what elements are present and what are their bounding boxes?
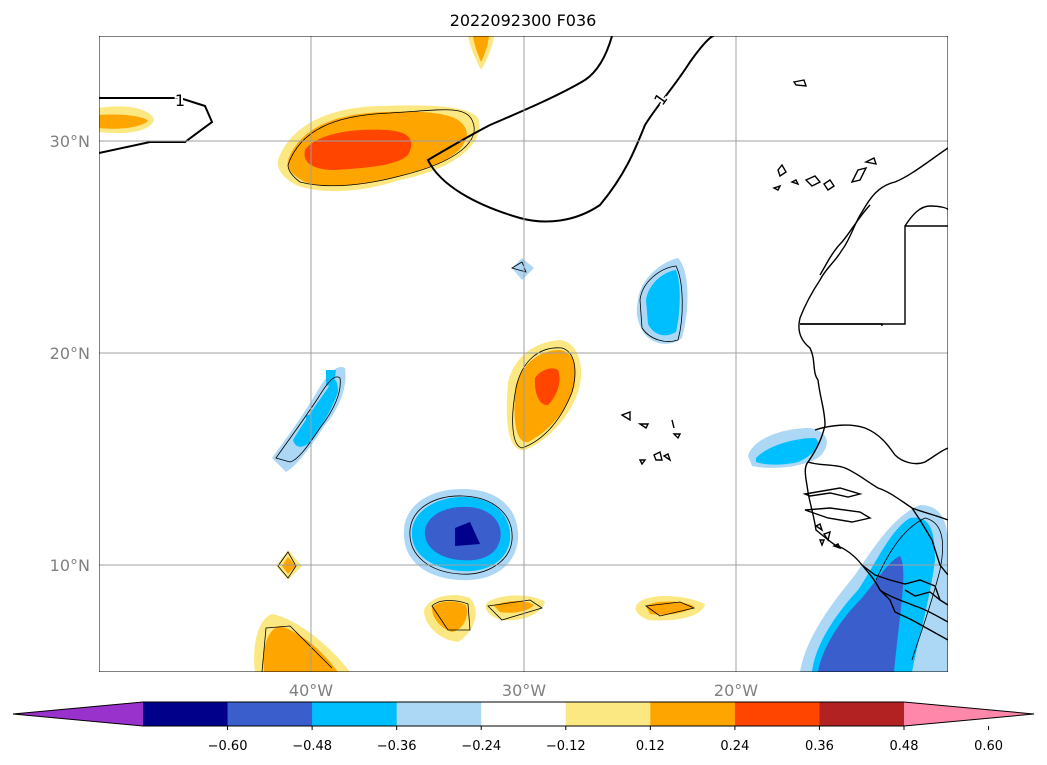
colorbar-tick-label: 0.24 <box>720 739 749 754</box>
colorbar-outline <box>12 701 1035 727</box>
colorbar-swatch <box>650 702 736 726</box>
colorbar-swatch <box>312 702 398 726</box>
negative-anomaly-fills <box>272 258 948 672</box>
colorbar-extend-low <box>13 702 143 726</box>
colorbar-extend-high <box>904 702 1034 726</box>
colorbar: −0.60 −0.48 −0.36 −0.24 −0.12 0.12 0.24 0.36 0.4… <box>12 701 1035 754</box>
lat-label-10n: 10°N <box>50 556 90 575</box>
colorbar-tick-label: −0.48 <box>292 739 332 754</box>
lon-label-40w: 40°W <box>289 681 333 700</box>
colorbar-tick-label: 0.48 <box>890 739 919 754</box>
positive-anomaly-fills <box>99 36 705 672</box>
map-title: 2022092300 F036 <box>450 11 597 30</box>
lon-label-30w: 30°W <box>502 681 546 700</box>
colorbar-swatch <box>819 702 905 726</box>
colorbar-swatch <box>734 702 820 726</box>
longitude-labels: 40°W 30°W 20°W <box>289 681 758 700</box>
lat-label-30n: 30°N <box>50 132 90 151</box>
contour-lines <box>99 36 715 223</box>
colorbar-tick-label: 0.12 <box>636 739 665 754</box>
colorbar-tick-label: −0.24 <box>461 739 501 754</box>
colorbar-tick-label: −0.36 <box>377 739 417 754</box>
colorbar-swatch <box>565 702 651 726</box>
colorbar-tick-label: −0.60 <box>208 739 248 754</box>
lat-label-20n: 20°N <box>50 344 90 363</box>
colorbar-swatch <box>396 702 482 726</box>
lon-label-20w: 20°W <box>714 681 758 700</box>
colorbar-swatch <box>481 702 567 726</box>
coastlines <box>620 79 948 641</box>
colorbar-swatch <box>227 702 313 726</box>
significance-contours <box>261 109 943 672</box>
latitude-labels: 30°N 20°N 10°N <box>50 132 90 575</box>
map-panel: 1 1 <box>99 36 948 672</box>
colorbar-tick-label: 0.36 <box>805 739 834 754</box>
colorbar-tick-label: 0.60 <box>974 739 1003 754</box>
gridlines <box>99 36 948 672</box>
colorbar-swatch <box>143 702 229 726</box>
contour-label-1: 1 <box>175 91 185 110</box>
colorbar-tick-label: −0.12 <box>546 739 586 754</box>
